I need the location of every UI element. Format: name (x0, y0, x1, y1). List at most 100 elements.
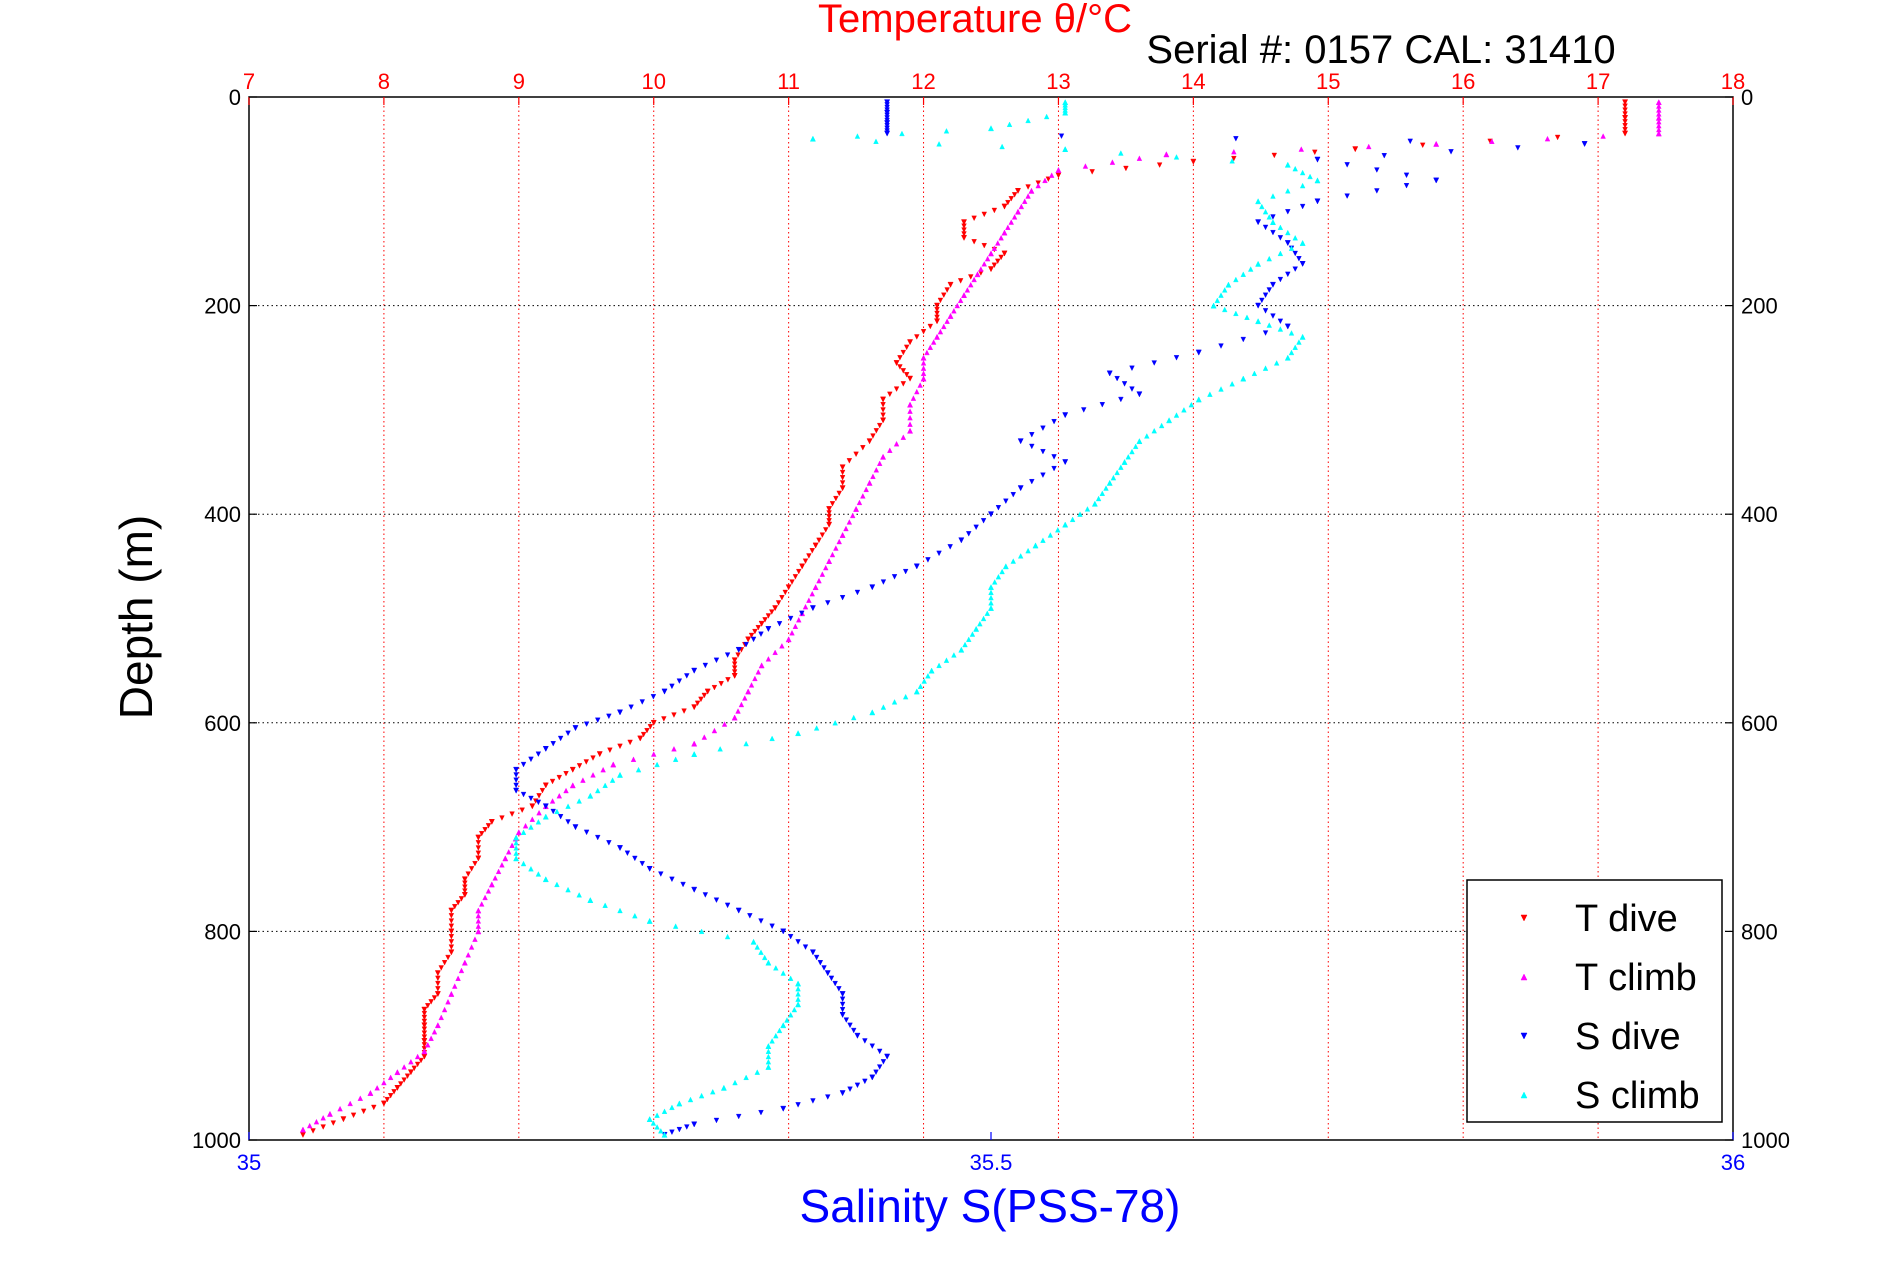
data-point (557, 735, 564, 742)
data-point (817, 960, 824, 966)
data-point (1448, 149, 1454, 155)
data-point (1045, 176, 1052, 182)
serial-cal-label: Serial #: 0157 CAL: 31410 (1146, 28, 1615, 72)
data-point (1381, 153, 1387, 159)
data-point (1017, 485, 1024, 492)
data-point (492, 875, 498, 881)
data-point (499, 862, 505, 868)
data-point (943, 657, 950, 663)
data-point (404, 1073, 411, 1079)
data-point (920, 375, 927, 382)
data-point (1622, 107, 1628, 113)
data-point (873, 138, 879, 144)
data-point (563, 787, 569, 794)
data-point (998, 254, 1004, 261)
data-point (330, 1120, 337, 1126)
data-point (425, 1041, 431, 1048)
data-point (936, 662, 942, 669)
data-point (1269, 281, 1276, 288)
data-point (1114, 469, 1120, 476)
data-point (628, 704, 634, 711)
data-point (1600, 133, 1606, 139)
data-point (1151, 360, 1157, 366)
series-s-dive (513, 99, 1588, 1138)
data-point (669, 683, 675, 690)
depth-tick-label-right: 800 (1741, 919, 1778, 944)
data-point (617, 743, 623, 750)
data-point (635, 766, 642, 773)
data-point (748, 682, 755, 688)
data-point (735, 1113, 742, 1120)
data-point (846, 519, 853, 525)
data-point (839, 991, 846, 998)
data-point (572, 725, 579, 732)
data-point (414, 1061, 421, 1068)
data-point (731, 665, 738, 671)
depth-tick-label-left: 1000 (192, 1128, 241, 1153)
legend-marker (1520, 973, 1528, 981)
data-point (1262, 308, 1269, 314)
depth-tick-label-right: 200 (1741, 294, 1778, 319)
data-point (937, 328, 944, 335)
data-point (839, 996, 846, 1003)
data-point (816, 537, 822, 544)
data-point (505, 849, 512, 855)
legend: T dive T climb S dive S climb (1466, 879, 1723, 1123)
data-point (1035, 182, 1041, 189)
data-point (792, 623, 799, 629)
data-point (758, 949, 764, 955)
data-point (884, 112, 890, 119)
data-point (900, 368, 907, 374)
data-point (452, 983, 458, 989)
data-point (418, 1057, 424, 1064)
data-point (1266, 287, 1272, 293)
data-point (701, 692, 708, 699)
data-point (921, 678, 927, 684)
data-point (630, 756, 637, 762)
data-point (1001, 250, 1008, 257)
data-point (1008, 196, 1014, 202)
data-point (519, 807, 525, 813)
data-point (1011, 214, 1018, 220)
data-point (1244, 314, 1250, 320)
data-point (421, 1030, 428, 1036)
data-point (1132, 443, 1139, 450)
data-point (542, 782, 549, 789)
data-point (748, 632, 755, 639)
data-point (640, 731, 647, 738)
data-point (1006, 121, 1013, 127)
data-point (799, 610, 805, 617)
data-point (1040, 425, 1046, 431)
data-point (745, 636, 752, 643)
data-point (873, 467, 880, 473)
data-point (1062, 412, 1069, 419)
data-point (826, 506, 833, 513)
data-point (310, 1128, 316, 1134)
data-point (880, 407, 886, 413)
data-point (806, 597, 812, 603)
data-point (468, 944, 475, 950)
data-point (1025, 117, 1031, 124)
data-point (654, 761, 660, 768)
legend-label: T climb (1575, 957, 1697, 999)
data-point (698, 696, 704, 703)
data-point (1001, 203, 1008, 210)
data-point (1554, 134, 1561, 141)
data-point (991, 207, 998, 214)
data-point (1270, 214, 1276, 220)
data-point (839, 485, 846, 492)
data-point (893, 360, 900, 367)
salinity-tick-label: 36 (1721, 1150, 1745, 1175)
data-point (776, 621, 783, 627)
data-point (713, 657, 720, 664)
data-point (1163, 151, 1170, 158)
data-point (669, 876, 675, 883)
data-point (920, 329, 927, 335)
data-point (825, 600, 831, 606)
data-point (535, 819, 542, 825)
data-point (884, 104, 890, 111)
data-point (676, 678, 683, 684)
data-point (1125, 453, 1131, 460)
data-point (1025, 547, 1031, 554)
data-point (475, 840, 482, 846)
